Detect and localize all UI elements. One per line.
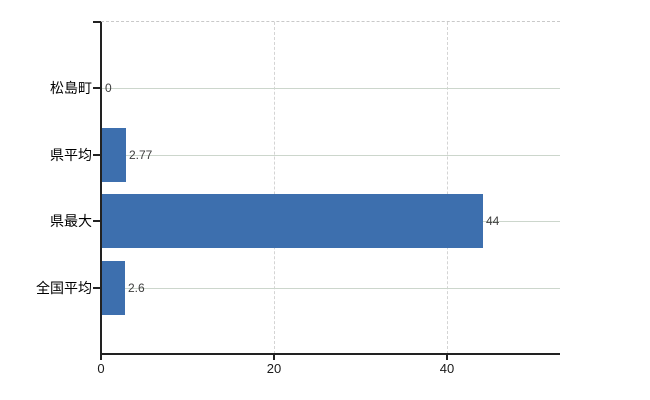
horizontal-gridline: [101, 155, 560, 156]
x-tick-label: 40: [439, 361, 455, 376]
bar: [102, 261, 125, 315]
x-axis-tick: [273, 355, 275, 360]
x-axis: [100, 353, 560, 355]
category-label: 全国平均: [36, 280, 92, 296]
bar: [102, 128, 126, 182]
y-axis-tick: [93, 154, 101, 156]
x-axis-tick: [446, 355, 448, 360]
y-axis-tick: [93, 87, 101, 89]
vertical-gridline: [274, 22, 275, 354]
plot-top-border: [101, 21, 560, 22]
y-axis: [100, 22, 102, 354]
value-label: 2.77: [129, 148, 153, 162]
horizontal-gridline: [101, 88, 560, 89]
horizontal-gridline: [101, 288, 560, 289]
x-tick-label: 20: [266, 361, 282, 376]
value-label: 44: [486, 214, 500, 228]
x-axis-tick: [100, 355, 102, 360]
y-axis-tick: [93, 220, 101, 222]
value-label: 0: [105, 81, 112, 95]
bar: [102, 194, 483, 248]
category-label: 県平均: [50, 147, 92, 163]
y-axis-tick: [93, 287, 101, 289]
category-label: 県最大: [50, 213, 92, 229]
category-label: 松島町: [50, 80, 92, 96]
x-tick-label: 0: [97, 361, 105, 376]
vertical-gridline: [447, 22, 448, 354]
y-axis-top-cap: [93, 21, 101, 23]
value-label: 2.6: [128, 281, 145, 295]
